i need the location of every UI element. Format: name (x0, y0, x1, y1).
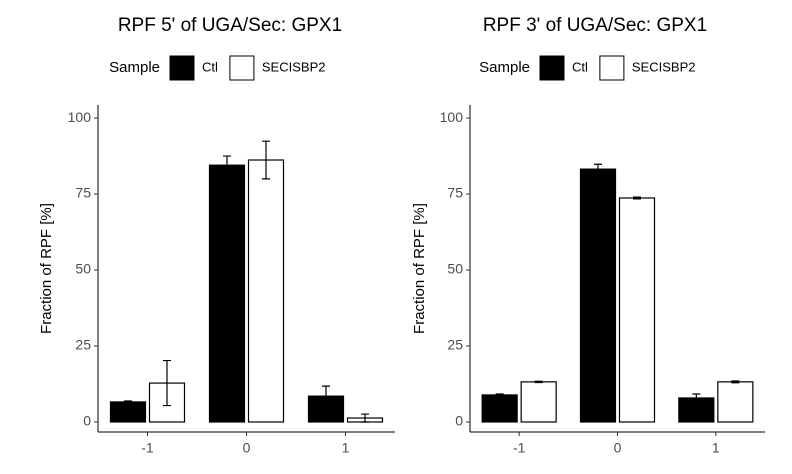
bar (208, 164, 246, 423)
y-tick-label: 50 (75, 261, 91, 277)
legend-swatch (539, 55, 565, 81)
error-bar (322, 385, 330, 407)
y-tick-label: 100 (68, 109, 92, 125)
y-tick-label: 75 (447, 185, 463, 201)
error-bar (534, 380, 543, 384)
bar (618, 197, 656, 423)
chart-title: RPF 3' of UGA/Sec: GPX1 (483, 15, 707, 36)
error-bar (223, 155, 231, 175)
y-tick-label: 0 (83, 413, 91, 429)
x-tick-label: 1 (712, 440, 720, 456)
y-tick-label: 50 (447, 261, 463, 277)
legend-label: Ctl (202, 59, 218, 74)
y-tick-label: 100 (440, 109, 464, 125)
error-bar (124, 400, 132, 404)
y-tick-label: 75 (75, 185, 91, 201)
legend-swatch (599, 55, 625, 81)
x-tick-label: 0 (243, 440, 251, 456)
error-bar (495, 393, 504, 397)
legend-label: SECISBP2 (262, 59, 326, 74)
error-bar (633, 196, 641, 200)
bar (109, 401, 147, 423)
x-tick-label: -1 (141, 440, 154, 456)
error-bar (361, 413, 369, 423)
legend-swatch (169, 55, 195, 81)
error-bar (731, 380, 740, 384)
error-bar (594, 163, 602, 175)
y-tick-label: 25 (75, 337, 91, 353)
bar (579, 168, 617, 423)
y-axis-label: Fraction of RPF [%] (38, 203, 55, 334)
bar (481, 394, 518, 423)
y-axis-label: Fraction of RPF [%] (411, 203, 428, 334)
legend-swatch (229, 55, 255, 81)
bar (520, 381, 557, 423)
error-bar (163, 359, 171, 407)
legend-title: Sample (479, 59, 530, 76)
error-bar (692, 393, 701, 403)
x-tick-label: 0 (614, 440, 622, 456)
legend-title: Sample (109, 59, 160, 76)
y-tick-label: 0 (455, 413, 463, 429)
legend-label: SECISBP2 (632, 59, 696, 74)
y-tick-label: 25 (447, 337, 463, 353)
bar (717, 381, 754, 423)
legend-label: Ctl (572, 59, 588, 74)
chart-title: RPF 5' of UGA/Sec: GPX1 (118, 15, 342, 36)
x-tick-label: -1 (513, 440, 526, 456)
bar (247, 159, 285, 423)
error-bar (262, 140, 270, 180)
x-tick-label: 1 (342, 440, 350, 456)
